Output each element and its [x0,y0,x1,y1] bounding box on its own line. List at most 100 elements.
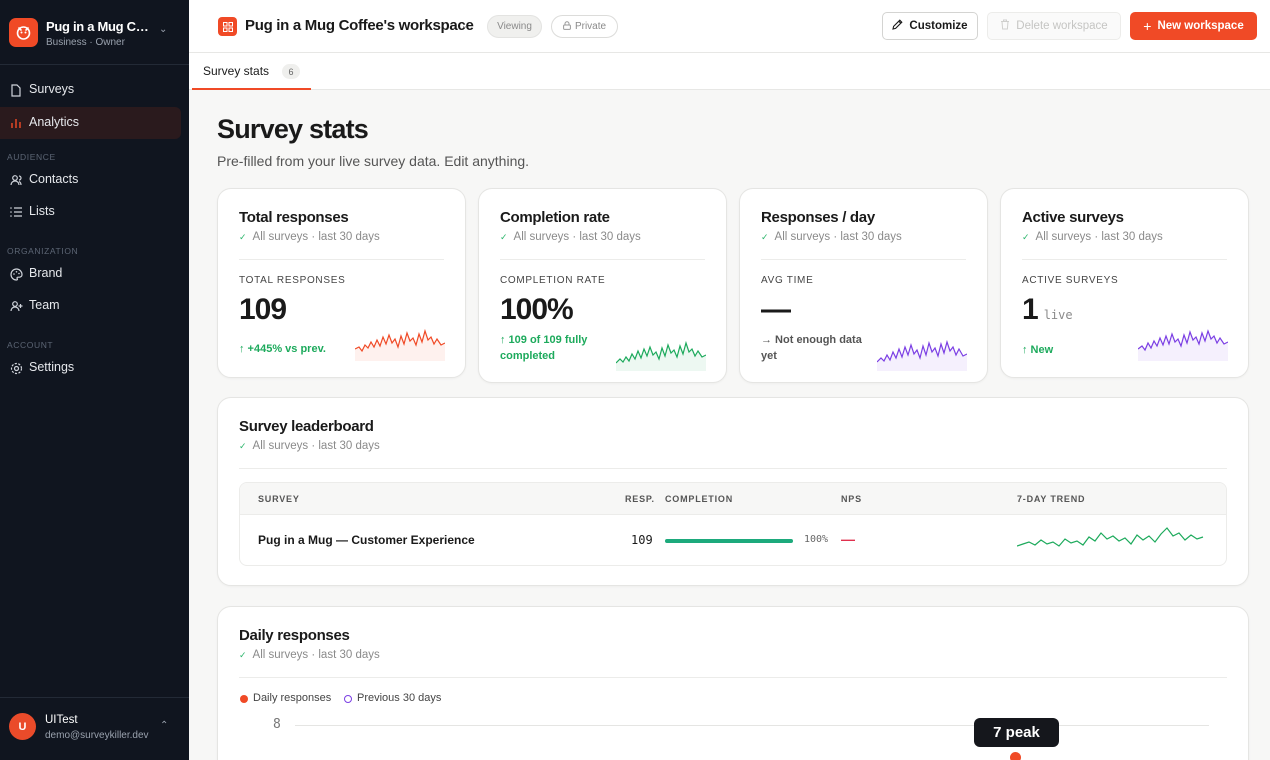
legend-label-daily[interactable]: Daily responses [253,692,332,704]
metric-value: 1 live [1022,293,1073,327]
divider [239,259,444,260]
column-header-trend[interactable]: 7-DAY TREND [1017,494,1086,504]
sidebar-item-label: Lists [29,204,55,218]
card-scope: ✓ All surveys · last 30 days [239,440,380,452]
metric-card-completion-rate[interactable]: Completion rate ✓ All surveys · last 30 d… [478,188,727,383]
completion-bar-fill [665,539,793,543]
workspace-title[interactable]: Pug in a Mug Coffee's workspace [245,17,474,34]
card-scope: ✓ All surveys · last 30 days [1022,231,1163,243]
metric-card-total-responses[interactable]: Total responses ✓ All surveys · last 30 d… [217,188,466,378]
sidebar-item-label: Team [29,298,60,312]
metric-value-text: 109 [239,293,287,326]
metric-label: TOTAL RESPONSES [239,275,346,286]
sidebar-item-settings[interactable]: Settings [0,352,189,384]
scope-label: All surveys · last 30 days [252,231,380,243]
column-header-responses[interactable]: RESP. [625,494,655,504]
legend-dot-daily [240,695,248,703]
avatar: U [9,713,36,740]
divider [239,677,1227,678]
card-title: Survey leaderboard [239,418,374,435]
y-axis-tick: 8 [273,717,281,732]
column-header-nps[interactable]: NPS [841,494,862,504]
lock-icon [563,20,571,33]
metric-label: COMPLETION RATE [500,275,606,286]
sidebar-item-contacts[interactable]: Contacts [0,164,189,196]
sparkline [355,328,445,361]
delete-workspace-button[interactable]: Delete workspace [987,12,1121,40]
section-label-audience: AUDIENCE [7,152,56,162]
private-badge[interactable]: Private [551,15,618,38]
metric-value: 100% [500,293,574,327]
metric-label: ACTIVE SURVEYS [1022,275,1119,286]
sidebar-item-lists[interactable]: Lists [0,196,189,228]
customize-label: Customize [909,20,968,32]
metric-card-responses-per-day[interactable]: Responses / day ✓ All surveys · last 30 d… [739,188,988,383]
file-icon [9,83,23,97]
check-icon: ✓ [761,232,769,242]
card-title: Active surveys [1022,209,1124,226]
card-title: Daily responses [239,627,350,644]
tab-count-badge: 6 [282,64,300,79]
scope-label: All surveys · last 30 days [774,231,902,243]
leaderboard-card: Survey leaderboard ✓ All surveys · last 3… [217,397,1249,586]
new-workspace-button[interactable]: + New workspace [1130,12,1257,40]
scope-label: All surveys · last 30 days [513,231,641,243]
sidebar-item-label: Surveys [29,82,75,96]
tab-label: Survey stats [203,64,270,78]
sparkline [1138,329,1228,361]
delete-label: Delete workspace [1016,20,1108,32]
palette-icon [9,267,23,281]
sidebar-item-analytics[interactable]: Analytics [0,107,181,139]
table-row[interactable]: Pug in a Mug — Customer Experience 109 1… [240,515,1226,565]
scope-label: All surveys · last 30 days [252,649,380,661]
page-subtitle: Pre-filled from your live survey data. E… [217,153,530,169]
card-scope: ✓ All surveys · last 30 days [239,649,380,661]
new-workspace-label: New workspace [1157,20,1244,32]
metric-unit: live [1043,308,1073,322]
card-scope: ✓ All surveys · last 30 days [761,231,902,243]
metric-card-active-surveys[interactable]: Active surveys ✓ All surveys · last 30 da… [1000,188,1249,378]
metric-delta: ↑ 109 of 109 fully completed [500,334,588,362]
sidebar-item-label: Analytics [29,115,80,129]
workspace-name: Pug in a Mug Coffee's workspace [46,19,154,34]
metric-value: 109 [239,293,287,327]
tab-survey-stats[interactable]: Survey stats 6 [192,53,311,90]
workspace-grid-icon [218,17,237,36]
top-bar: Pug in a Mug Coffee's workspace ⌄ Viewin… [189,0,1270,53]
chevron-down-icon[interactable]: ⌄ [461,20,469,30]
check-icon: ✓ [239,441,247,451]
metric-value: — [761,293,791,327]
check-icon: ✓ [239,650,247,660]
sidebar: Pug in a Mug Coffee's workspace Business… [0,0,189,760]
legend-label-previous[interactable]: Previous 30 days [357,692,442,704]
peak-tooltip: 7 peak [974,718,1059,747]
grid-line [295,725,1209,726]
pencil-icon [892,19,903,33]
workspace-switcher[interactable]: Pug in a Mug Coffee's workspace Business… [0,0,189,65]
sidebar-item-team[interactable]: Team [0,290,189,322]
sidebar-item-brand[interactable]: Brand [0,258,189,290]
sparkline [877,339,967,371]
column-header-completion[interactable]: COMPLETION [665,494,733,504]
user-menu[interactable]: U UITest demo@surveykiller.dev ⌃ [0,697,189,760]
metric-value-text: 100% [500,293,574,326]
nps-value: — [841,531,855,547]
tab-bar: Survey stats 6 [189,53,1270,90]
completion-bar [665,539,793,543]
list-icon [9,205,23,219]
viewing-label: Viewing [497,21,532,32]
peak-point[interactable] [1010,752,1021,760]
metric-value-text: — [761,293,791,326]
metric-label: AVG TIME [761,275,814,286]
leaderboard-table: SURVEY RESP. COMPLETION NPS 7-DAY TREND … [239,482,1227,566]
customize-button[interactable]: Customize [882,12,978,40]
sparkline [616,340,706,371]
trash-icon [1000,19,1010,33]
card-title: Total responses [239,209,349,226]
card-title: Completion rate [500,209,610,226]
card-scope: ✓ All surveys · last 30 days [500,231,641,243]
sidebar-item-surveys[interactable]: Surveys [0,74,189,106]
plus-icon: + [1143,18,1152,34]
legend-dot-previous [344,695,352,703]
column-header-survey[interactable]: SURVEY [258,494,300,504]
